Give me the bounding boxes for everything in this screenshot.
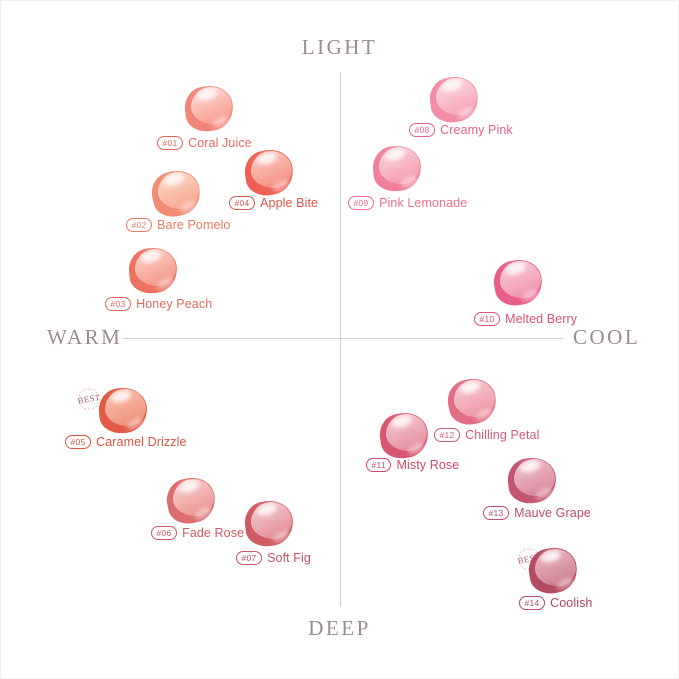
shade-swatch	[147, 165, 205, 222]
shade-name: Coral Juice	[188, 136, 252, 150]
shade-label: #14 Coolish	[519, 596, 592, 610]
shade-name: Honey Peach	[136, 297, 213, 311]
shade-swatch	[426, 73, 482, 126]
shade-name: Misty Rose	[396, 458, 460, 472]
vertical-axis-line	[340, 72, 341, 607]
shade-number-badge: #01	[157, 136, 184, 150]
shade-number-badge: #07	[236, 551, 263, 565]
shade-name: Pink Lemonade	[379, 196, 468, 210]
shade-swatch	[505, 455, 559, 506]
shade-name: Caramel Drizzle	[96, 435, 187, 449]
shade-label: #06 Fade Rose	[151, 526, 244, 540]
shade-number-badge: #11	[366, 458, 392, 472]
shade-label: #10 Melted Berry	[474, 312, 577, 326]
shade-swatch	[443, 374, 501, 429]
shade-label: #08 Creamy Pink	[409, 123, 513, 137]
shade-number-badge: #14	[519, 596, 546, 610]
shade-swatch	[525, 544, 581, 597]
shade-name: Mauve Grape	[514, 506, 591, 520]
best-badge-label: BEST	[77, 392, 101, 406]
shade-label: #11 Misty Rose	[366, 458, 459, 472]
shade-name: Bare Pomelo	[157, 218, 231, 232]
shade-name: Creamy Pink	[440, 123, 513, 137]
shade-name: Soft Fig	[267, 551, 311, 565]
shade-label: #12 Chilling Petal	[434, 428, 539, 442]
shade-number-badge: #03	[105, 297, 132, 311]
best-flower-outline	[78, 388, 100, 410]
shade-label: #03 Honey Peach	[105, 297, 212, 311]
axis-label-light: LIGHT	[301, 35, 378, 59]
shade-name: Melted Berry	[505, 312, 578, 326]
shade-number-badge: #09	[348, 196, 375, 210]
axis-label-deep: DEEP	[308, 616, 371, 640]
shade-label: #13 Mauve Grape	[483, 506, 591, 520]
shade-name: Coolish	[550, 596, 593, 610]
shade-number-badge: #02	[126, 218, 153, 232]
shade-label: #04 Apple Bite	[229, 196, 318, 210]
shade-name: Fade Rose	[182, 526, 245, 540]
shade-number-badge: #10	[474, 312, 501, 326]
shade-swatch	[241, 146, 297, 199]
shade-swatch	[242, 498, 296, 549]
shade-swatch	[97, 386, 149, 435]
shade-swatch	[162, 473, 220, 528]
shade-label: #07 Soft Fig	[236, 551, 311, 565]
shade-swatch	[126, 245, 180, 296]
shade-swatch	[182, 82, 236, 135]
shade-number-badge: #06	[151, 526, 178, 540]
horizontal-axis-line	[123, 338, 563, 339]
shade-name: Chilling Petal	[465, 428, 540, 442]
shade-number-badge: #05	[65, 435, 92, 449]
shade-number-badge: #08	[409, 123, 436, 137]
shade-label: #09 Pink Lemonade	[348, 196, 467, 210]
shade-swatch	[490, 255, 546, 310]
axis-label-cool: COOL	[573, 325, 641, 349]
shade-number-badge: #12	[434, 428, 461, 442]
shade-number-badge: #04	[229, 196, 256, 210]
shade-swatch	[377, 409, 431, 462]
shade-name: Apple Bite	[260, 196, 319, 210]
shade-label: #05 Caramel Drizzle	[65, 435, 187, 449]
shade-swatch	[371, 143, 423, 194]
axis-label-warm: WARM	[47, 325, 123, 349]
best-badge: BEST	[77, 388, 101, 410]
shade-label: #01 Coral Juice	[157, 136, 252, 150]
shade-label: #02 Bare Pomelo	[126, 218, 230, 232]
shade-number-badge: #13	[483, 506, 510, 520]
